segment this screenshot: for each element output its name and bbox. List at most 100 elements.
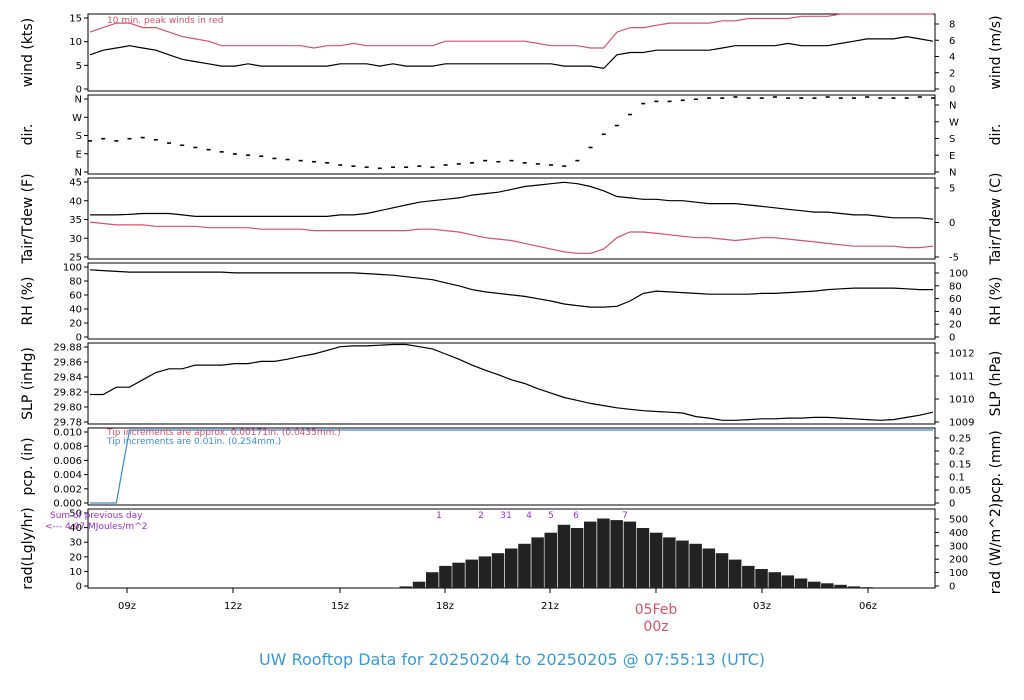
radiation-bar — [860, 587, 874, 588]
radiation-bar — [610, 520, 623, 588]
ytick-left-label: S — [76, 131, 82, 142]
ytick-right-label: 0 — [949, 582, 955, 593]
radiation-bar — [755, 569, 768, 588]
radiation-bar — [728, 559, 742, 588]
direction-point — [575, 159, 580, 162]
direction-point — [364, 166, 369, 169]
xtick-label: 15z — [331, 601, 349, 612]
radiation-bar — [834, 584, 847, 588]
xtick-label: 06z — [859, 601, 877, 612]
ytick-left-label: 10 — [69, 37, 82, 48]
direction-point — [917, 96, 922, 98]
ytick-left-label: 29.82 — [53, 388, 82, 399]
radiation-bar — [426, 572, 439, 588]
radiation-marker: 5 — [548, 511, 554, 521]
radiation-bar — [689, 543, 702, 588]
rad-sum-line2: <--- 4.07 MJoules/m^2 — [45, 522, 147, 532]
panel-pressure: 29.78 29.80 29.82 29.84 29.86 29.88 1009 1010 10… — [20, 342, 1004, 429]
radiation-bar — [676, 540, 689, 588]
direction-point — [430, 166, 435, 169]
radiation-bar — [597, 518, 610, 588]
direction-point — [127, 137, 132, 140]
xtick-label: 18z — [436, 601, 454, 612]
pcp-red-note: Tip increments are approx. 0.00171in. (0… — [106, 428, 341, 438]
ytick-right-label: 500 — [949, 515, 968, 526]
ylabel-right: RH (%) — [988, 277, 1004, 326]
direction-point — [246, 154, 251, 156]
radiation-bar — [570, 528, 584, 588]
direction-point — [654, 100, 659, 103]
radiation-bar — [465, 559, 478, 588]
ytick-right-label: 5 — [949, 184, 955, 195]
radiation-marker: 1 — [506, 511, 512, 521]
direction-point — [167, 142, 172, 144]
ytick-left-label: 100 — [63, 263, 82, 274]
radiation-bar — [768, 572, 781, 588]
radiation-bar — [794, 578, 808, 588]
direction-point — [259, 155, 264, 158]
ylabel-left: rad(Lgly/hr) — [20, 507, 36, 589]
ytick-left-label: N — [75, 168, 82, 179]
ytick-left-label: 5 — [76, 61, 82, 72]
ytick-right-label: 200 — [949, 555, 968, 566]
ylabel-right: SLP (hPa) — [988, 351, 1004, 417]
radiation-bar — [742, 565, 755, 588]
date-sublabel: 00z — [643, 619, 668, 635]
direction-point — [193, 146, 198, 149]
series-line-1 — [89, 221, 934, 254]
ylabel-left: RH (%) — [20, 277, 36, 326]
direction-point — [588, 146, 593, 149]
radiation-bar — [781, 575, 795, 588]
ytick-left-label: 15 — [69, 14, 82, 25]
ylabel-right: Tair/Tdew (C) — [988, 173, 1004, 266]
ytick-right-label: 4 — [949, 52, 955, 63]
direction-point — [680, 99, 685, 102]
panel-precipitation: 0.000 0.002 0.004 0.006 0.008 0.010 0 0.05 0.1 0.… — [20, 427, 1004, 510]
direction-point — [140, 136, 145, 139]
ytick-right-label: W — [949, 117, 959, 128]
radiation-bar — [505, 548, 518, 588]
ytick-right-label: 20 — [949, 320, 962, 331]
direction-point — [628, 113, 633, 116]
radiation-bar — [584, 521, 597, 588]
ytick-left-label: 45 — [69, 178, 82, 189]
ytick-left-label: 40 — [69, 305, 82, 316]
radiation-marker: 1 — [436, 511, 442, 521]
direction-point — [865, 96, 870, 98]
direction-point — [851, 97, 856, 99]
direction-point — [496, 160, 501, 163]
direction-point — [799, 97, 804, 99]
ytick-right-label: 0.1 — [949, 473, 965, 484]
series-line-0 — [90, 429, 933, 504]
direction-point — [614, 124, 619, 127]
panel-wind: 0 5 10 15 0 2 4 6 8 wind (kts) wind (m/s) — [20, 13, 1004, 96]
ytick-left-label: 60 — [69, 291, 82, 302]
date-label: 05Feb — [635, 602, 678, 618]
ylabel-right: pcp. (mm) — [988, 430, 1004, 503]
ytick-right-label: 0.15 — [949, 460, 971, 471]
series-line-0 — [89, 35, 934, 70]
direction-point — [114, 140, 119, 142]
radiation-bar — [715, 553, 729, 588]
ytick-right-label: 8 — [949, 20, 955, 31]
ytick-left-label: 25 — [69, 253, 82, 264]
ytick-right-label: 80 — [949, 281, 962, 292]
direction-point — [417, 165, 422, 167]
ytick-left-label: 30 — [69, 234, 82, 245]
direction-point — [891, 97, 896, 99]
panel-frame-pressure — [87, 342, 936, 425]
ytick-right-label: 6 — [949, 36, 955, 47]
ytick-left-label: 30 — [69, 538, 82, 549]
direction-point — [219, 151, 224, 153]
direction-point — [562, 165, 567, 167]
ytick-left-label: 29.84 — [53, 373, 82, 384]
radiation-bar — [518, 543, 531, 588]
ytick-right-label: 1012 — [949, 349, 974, 360]
direction-point — [390, 166, 395, 169]
xtick-label: 21z — [541, 601, 559, 612]
ytick-right-label: 0 — [949, 218, 955, 229]
radiation-bar — [557, 524, 571, 588]
direction-point — [206, 148, 211, 151]
